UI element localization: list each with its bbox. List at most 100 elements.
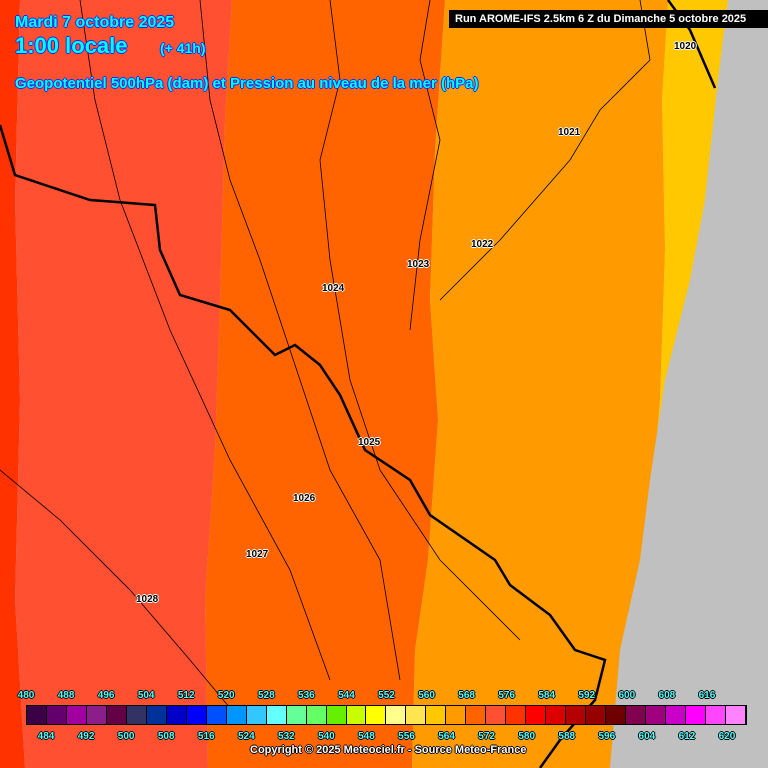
legend-swatch — [126, 706, 147, 724]
legend-tick: 560 — [418, 690, 435, 701]
legend-tick: 528 — [257, 690, 275, 701]
legend-swatch — [86, 706, 107, 724]
legend-tick: 488 — [57, 690, 75, 701]
legend-swatch — [626, 706, 647, 724]
isobar-line — [439, 0, 651, 301]
isobar-line — [0, 469, 241, 721]
isobar-line — [319, 0, 521, 641]
legend-tick: 536 — [298, 690, 315, 701]
legend-tick: 592 — [578, 690, 596, 701]
legend-swatch — [286, 706, 307, 724]
legend-tick: 556 — [398, 731, 415, 742]
legend-tick: 484 — [37, 731, 55, 742]
legend-swatch — [266, 706, 287, 724]
legend-swatch — [206, 706, 227, 724]
legend-swatch — [426, 706, 447, 724]
legend-swatch — [366, 706, 387, 724]
legend-swatch — [506, 706, 527, 724]
forecast-time: 1:00 locale — [15, 33, 128, 58]
isobar-label: 1027 — [246, 549, 269, 560]
isobar-label: 1020 — [674, 41, 697, 52]
legend-swatch — [685, 706, 706, 724]
legend-swatch — [566, 706, 587, 724]
legend-tick: 508 — [157, 731, 175, 742]
legend-tick: 584 — [538, 690, 556, 701]
isobar-label: 1021 — [558, 127, 581, 138]
legend-swatch — [606, 706, 627, 724]
legend-swatch — [246, 706, 267, 724]
legend-tick: 612 — [678, 731, 696, 742]
band-564 — [632, 0, 728, 768]
legend-tick: 480 — [17, 690, 35, 701]
legend-swatch — [146, 706, 167, 724]
band-576 — [15, 0, 232, 768]
legend-tick: 616 — [698, 690, 716, 701]
legend-swatch — [306, 706, 327, 724]
isobar-label: 1024 — [322, 283, 345, 294]
legend-tick: 604 — [638, 731, 656, 742]
isobars — [0, 0, 651, 721]
isobar-label: 1023 — [407, 259, 430, 270]
copyright: Copyright © 2025 Meteociel.fr - Source M… — [250, 744, 527, 756]
isobar-label: 1025 — [358, 437, 381, 448]
legend-swatch — [646, 706, 666, 724]
isobar-label: 1028 — [136, 594, 159, 605]
legend-swatch — [406, 706, 427, 724]
legend-tick: 532 — [278, 731, 295, 742]
legend-swatch — [546, 706, 567, 724]
legend-swatch — [46, 706, 67, 724]
isobar-label: 1022 — [471, 239, 494, 250]
legend-tick: 620 — [718, 731, 736, 742]
legend-swatch — [27, 706, 47, 724]
legend-tick: 580 — [518, 731, 536, 742]
legend-tick: 504 — [137, 690, 155, 701]
forecast-lead: (+ 41h) — [160, 40, 206, 56]
legend-tick: 588 — [558, 731, 576, 742]
legend-swatch — [346, 706, 367, 724]
legend-swatch — [166, 706, 187, 724]
legend-tick: 516 — [197, 731, 215, 742]
outside-domain — [610, 0, 768, 768]
legend-tick: 520 — [217, 690, 235, 701]
legend-swatch — [66, 706, 87, 724]
legend-tick: 572 — [478, 731, 495, 742]
band-572 — [205, 0, 445, 768]
color-scale-legend — [26, 705, 747, 725]
legend-tick: 548 — [358, 731, 375, 742]
legend-tick: 492 — [77, 731, 95, 742]
legend-swatch — [446, 706, 467, 724]
isobar-line — [409, 0, 441, 331]
legend-swatch — [486, 706, 507, 724]
legend-tick: 600 — [618, 690, 636, 701]
isobar-line — [199, 0, 401, 681]
isobar-line — [79, 0, 331, 681]
legend-swatch — [725, 706, 746, 724]
legend-swatch — [666, 706, 686, 724]
isobar-label: 1026 — [293, 493, 316, 504]
band-568 — [412, 0, 668, 768]
legend-tick: 568 — [458, 690, 475, 701]
legend-tick: 540 — [318, 731, 335, 742]
legend-swatch — [106, 706, 127, 724]
legend-tick: 524 — [237, 731, 255, 742]
legend-tick: 544 — [338, 690, 355, 701]
legend-tick: 576 — [498, 690, 515, 701]
run-info: Run AROME-IFS 2.5km 6 Z du Dimanche 5 oc… — [449, 10, 768, 28]
legend-tick: 564 — [438, 731, 455, 742]
legend-swatch — [526, 706, 547, 724]
legend-swatch — [586, 706, 607, 724]
legend-swatch — [466, 706, 487, 724]
legend-swatch — [386, 706, 407, 724]
legend-swatch — [326, 706, 347, 724]
legend-tick: 512 — [177, 690, 195, 701]
parameter-title: Geopotentiel 500hPa (dam) et Pression au… — [15, 75, 479, 92]
legend-tick: 552 — [378, 690, 395, 701]
legend-tick: 496 — [97, 690, 115, 701]
country-border — [0, 124, 607, 768]
legend-swatch — [226, 706, 247, 724]
legend-swatch — [705, 706, 726, 724]
band-584 — [0, 0, 25, 768]
legend-tick: 500 — [117, 731, 135, 742]
